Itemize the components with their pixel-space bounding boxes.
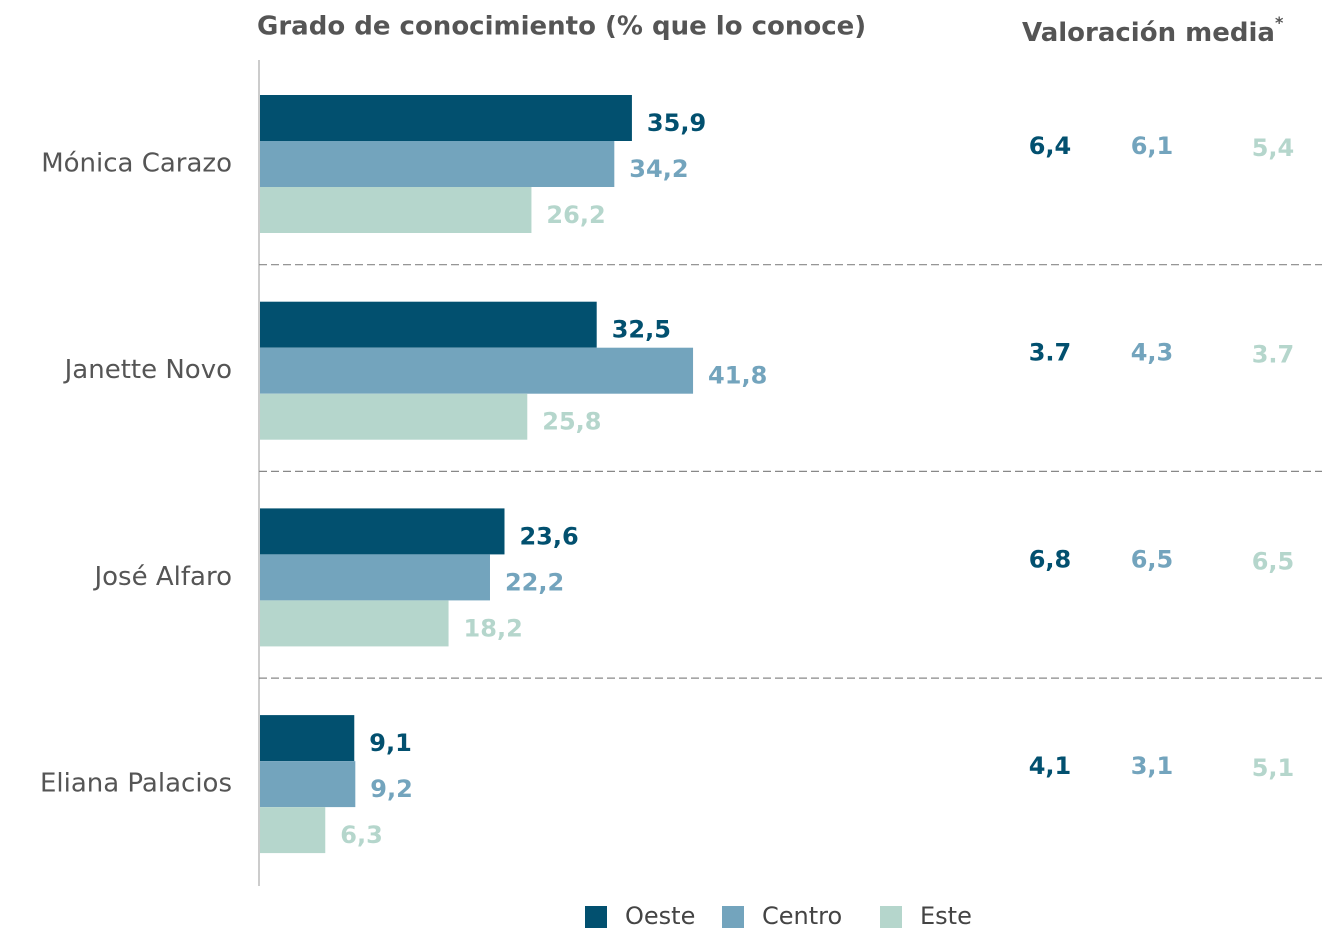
bar: [260, 141, 615, 187]
legend-label: Oeste: [625, 902, 695, 930]
legend-swatch: [585, 906, 607, 928]
category-label: Eliana Palacios: [40, 769, 232, 799]
bar: [260, 95, 632, 141]
category-label: José Alfaro: [92, 562, 232, 592]
bar: [260, 393, 528, 440]
value-label: 34,2: [629, 155, 688, 183]
bar: [260, 715, 355, 762]
value-label: 22,2: [505, 568, 564, 596]
legend-swatch: [722, 906, 744, 928]
bar: [260, 761, 356, 808]
value-label: 35,9: [647, 109, 706, 137]
rating-label: 4,1: [1029, 752, 1072, 780]
legend-label: Este: [920, 902, 972, 930]
rating-label: 6,5: [1252, 547, 1295, 575]
rating-label: 6,5: [1131, 545, 1174, 573]
bar: [260, 301, 597, 348]
legend-swatch: [880, 906, 902, 928]
chart-title: Grado de conocimiento (% que lo conoce): [257, 12, 866, 42]
bar: [260, 347, 694, 394]
bar: [260, 600, 449, 647]
value-label: 9,1: [369, 729, 412, 757]
ratings-title: Valoración media*: [1022, 13, 1284, 48]
ratings-note: *: [1275, 13, 1284, 32]
value-label: 25,8: [542, 408, 601, 436]
rating-label: 5,1: [1252, 754, 1295, 782]
rating-label: 6,8: [1029, 545, 1072, 573]
rating-label: 3,1: [1131, 752, 1174, 780]
value-label: 6,3: [340, 821, 383, 849]
category-label: Janette Novo: [63, 355, 232, 385]
legend-label: Centro: [762, 902, 842, 930]
category-label: Mónica Carazo: [41, 149, 232, 179]
bar: [260, 508, 505, 555]
rating-label: 3.7: [1252, 341, 1295, 369]
value-label: 9,2: [370, 775, 413, 803]
rating-label: 5,4: [1252, 134, 1295, 162]
value-label: 32,5: [612, 316, 671, 344]
ratings-title-text: Valoración media: [1022, 18, 1275, 48]
rating-label: 4,3: [1131, 339, 1174, 367]
rating-label: 6,1: [1131, 132, 1174, 160]
value-label: 18,2: [464, 614, 523, 642]
rating-label: 3.7: [1029, 339, 1072, 367]
bar: [260, 807, 326, 854]
value-label: 23,6: [519, 522, 578, 550]
value-label: 26,2: [546, 201, 605, 229]
bar: [260, 554, 490, 601]
rating-label: 6,4: [1029, 132, 1072, 160]
bar: [260, 187, 532, 233]
value-label: 41,8: [708, 362, 767, 390]
